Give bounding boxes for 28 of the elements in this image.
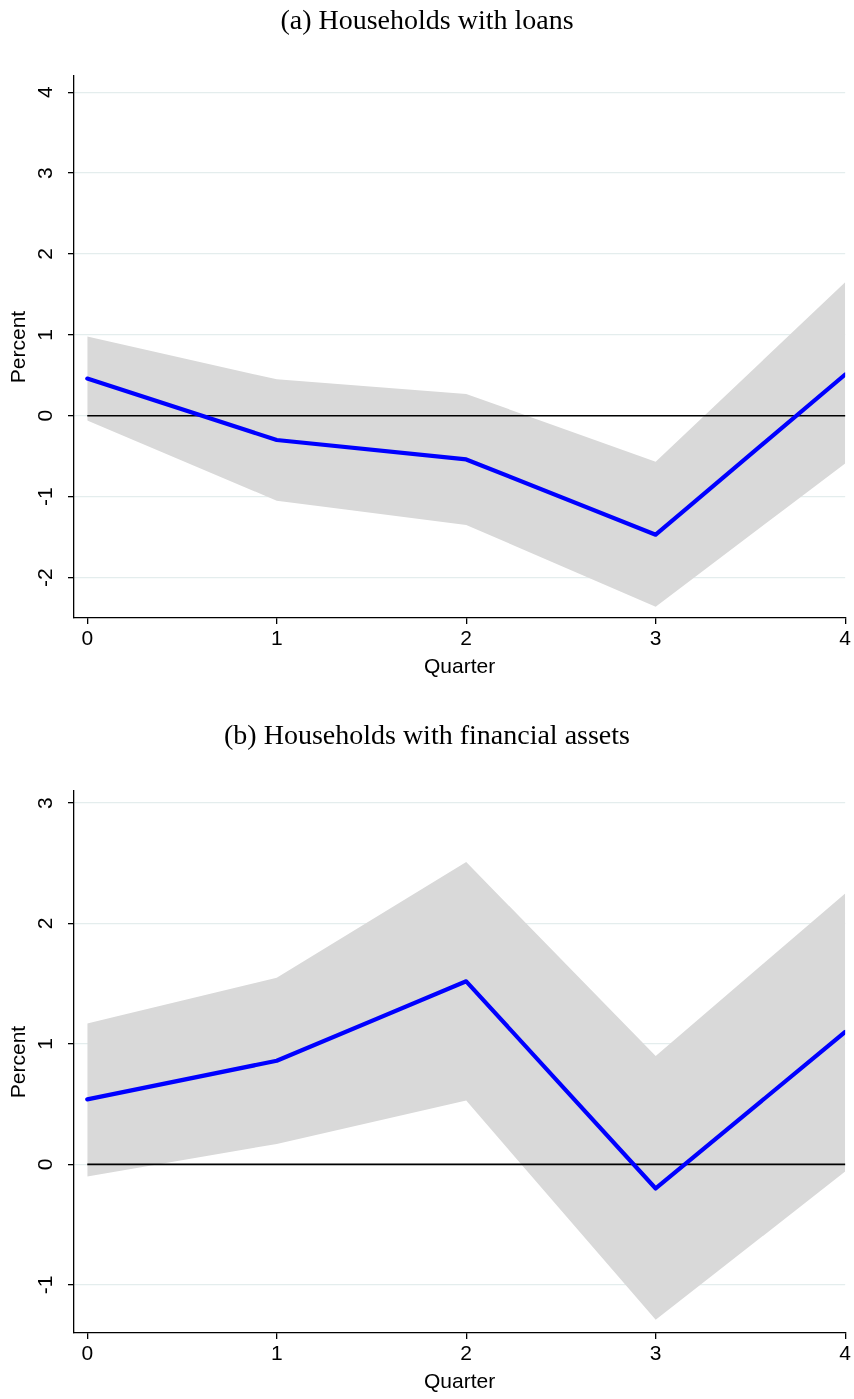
x-tick-label: 0: [81, 1341, 94, 1365]
y-tick-label: -1: [32, 1275, 56, 1295]
y-tick-label: 1: [32, 329, 56, 341]
chart-title: (b) Households with financial assets: [223, 718, 631, 752]
y-tick-label: 0: [32, 409, 56, 422]
y-tick-label: 0: [32, 1158, 56, 1171]
y-tick-label: -2: [32, 568, 56, 587]
x-tick-label: 3: [649, 1341, 662, 1365]
y-tick-label: 1: [32, 1038, 56, 1050]
y-axis-title: Percent: [6, 1025, 30, 1099]
x-tick-label: 1: [270, 626, 283, 650]
x-tick-label: 1: [270, 1341, 283, 1365]
x-axis-title: Quarter: [423, 1369, 496, 1393]
x-tick-label: 2: [460, 626, 473, 650]
x-tick-label: 4: [839, 626, 852, 650]
x-axis-title: Quarter: [423, 654, 496, 678]
y-tick-label: 4: [32, 86, 56, 99]
y-axis-title: Percent: [6, 310, 30, 384]
x-tick-label: 4: [839, 1341, 852, 1365]
x-tick-label: 0: [81, 626, 94, 650]
chart-title: (a) Households with loans: [279, 3, 575, 37]
x-tick-label: 3: [649, 626, 662, 650]
y-tick-label: 3: [32, 167, 56, 179]
y-tick-label: 3: [32, 797, 56, 809]
x-tick-label: 2: [460, 1341, 473, 1365]
y-tick-label: -1: [32, 487, 56, 506]
y-tick-label: 2: [32, 248, 56, 260]
y-tick-label: 2: [32, 917, 56, 930]
